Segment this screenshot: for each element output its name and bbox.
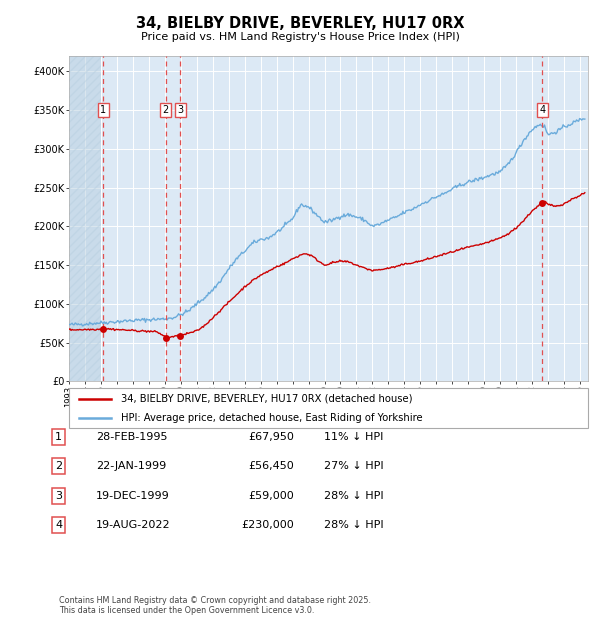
Text: Price paid vs. HM Land Registry's House Price Index (HPI): Price paid vs. HM Land Registry's House …: [140, 32, 460, 42]
Text: £56,450: £56,450: [248, 461, 294, 471]
Text: 19-AUG-2022: 19-AUG-2022: [96, 520, 170, 530]
Text: 34, BIELBY DRIVE, BEVERLEY, HU17 0RX: 34, BIELBY DRIVE, BEVERLEY, HU17 0RX: [136, 16, 464, 31]
Text: £230,000: £230,000: [241, 520, 294, 530]
Text: Contains HM Land Registry data © Crown copyright and database right 2025.: Contains HM Land Registry data © Crown c…: [59, 596, 371, 604]
Text: 11% ↓ HPI: 11% ↓ HPI: [324, 432, 383, 442]
Text: 2: 2: [55, 461, 62, 471]
Text: 3: 3: [55, 491, 62, 501]
Text: 27% ↓ HPI: 27% ↓ HPI: [324, 461, 383, 471]
FancyBboxPatch shape: [69, 388, 588, 428]
Bar: [69, 56, 101, 381]
Text: 28-FEB-1995: 28-FEB-1995: [96, 432, 167, 442]
Text: 34, BIELBY DRIVE, BEVERLEY, HU17 0RX (detached house): 34, BIELBY DRIVE, BEVERLEY, HU17 0RX (de…: [121, 394, 412, 404]
Text: This data is licensed under the Open Government Licence v3.0.: This data is licensed under the Open Gov…: [59, 606, 314, 615]
Text: 1: 1: [55, 432, 62, 442]
Text: 28% ↓ HPI: 28% ↓ HPI: [324, 491, 383, 501]
Text: 28% ↓ HPI: 28% ↓ HPI: [324, 520, 383, 530]
Text: 4: 4: [539, 105, 545, 115]
Text: £59,000: £59,000: [248, 491, 294, 501]
Text: £67,950: £67,950: [248, 432, 294, 442]
Text: HPI: Average price, detached house, East Riding of Yorkshire: HPI: Average price, detached house, East…: [121, 413, 422, 423]
Text: 19-DEC-1999: 19-DEC-1999: [96, 491, 170, 501]
Text: 4: 4: [55, 520, 62, 530]
Text: 1: 1: [100, 105, 107, 115]
Text: 22-JAN-1999: 22-JAN-1999: [96, 461, 166, 471]
Text: 2: 2: [163, 105, 169, 115]
Text: 3: 3: [177, 105, 184, 115]
